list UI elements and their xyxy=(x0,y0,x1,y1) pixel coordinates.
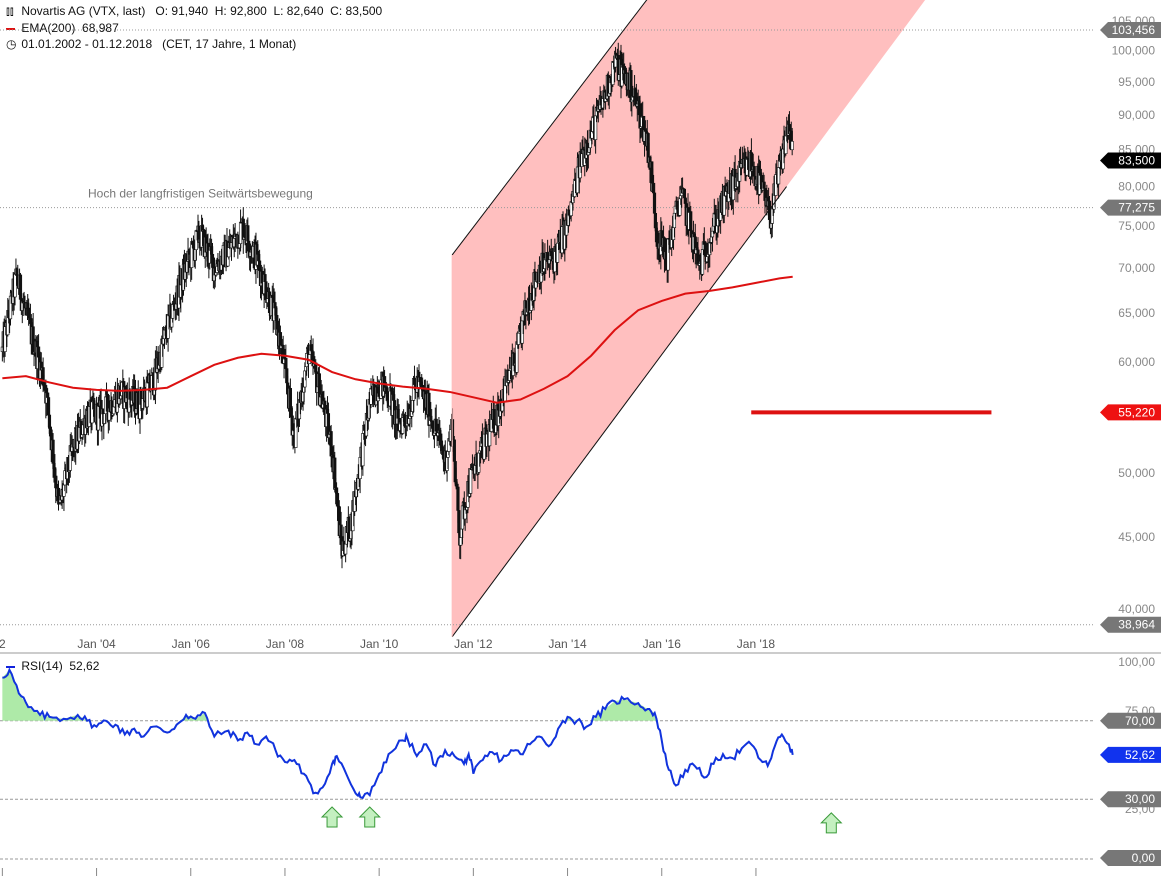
rsi-overbought-fill xyxy=(2,669,88,721)
price-tick-label: 90,000 xyxy=(1118,108,1155,122)
candle-body xyxy=(344,543,348,555)
price-tick-label: 50,000 xyxy=(1118,466,1155,480)
date-tick-label: Jan '06 xyxy=(172,637,211,651)
candlestick-icon: ⫾⫾ xyxy=(6,4,14,18)
price-tag: 38,964 xyxy=(1118,618,1155,632)
date-tick-label: 2 xyxy=(0,637,6,651)
rsi-overbought-fill xyxy=(180,712,209,721)
legend-rsi-line: RSI(14) 52,62 xyxy=(6,659,99,673)
price-tick-label: 40,000 xyxy=(1118,602,1155,616)
lines-layer xyxy=(2,0,992,638)
candle-body xyxy=(389,387,393,392)
rsi-line-icon xyxy=(6,665,15,668)
clock-icon: ◷ xyxy=(6,37,17,51)
price-tag-bg xyxy=(1100,616,1161,633)
rsi-level-tag: 70,00 xyxy=(1125,714,1155,728)
rsi-level-tag: 30,00 xyxy=(1125,792,1155,806)
candle-body xyxy=(145,381,149,408)
rsi-last-tag-bg xyxy=(1100,746,1161,763)
ema-value: 68,987 xyxy=(82,21,119,35)
candle-body xyxy=(112,406,116,415)
annotation-text: Hoch der langfristigen Seitwärtsbewegung xyxy=(88,187,313,201)
price-tick-label: 80,000 xyxy=(1118,180,1155,194)
date-tick-label: Jan '14 xyxy=(548,637,587,651)
candle-body xyxy=(51,439,55,464)
axes-layer: 40,00045,00050,00055,00060,00065,00070,0… xyxy=(0,14,1161,876)
price-tick-label: 75,000 xyxy=(1118,219,1155,233)
up-arrow-icon xyxy=(320,806,344,828)
rsi-label: RSI(14) xyxy=(21,659,63,673)
rsi-layer xyxy=(0,667,1095,860)
candle-body xyxy=(434,418,438,432)
candle-body xyxy=(517,332,521,345)
legend-period-line: ◷ 01.01.2002 - 01.12.2018 (CET, 17 Jahre… xyxy=(6,37,296,51)
candle-body xyxy=(689,211,693,231)
rsi-level-tag: 0,00 xyxy=(1132,851,1156,865)
channel-shade-layer xyxy=(452,0,926,637)
rsi-level-tag-bg xyxy=(1100,712,1161,729)
legend-instrument-line: ⫾⫾ Novartis AG (VTX, last) O: 91,940 H: … xyxy=(6,4,382,19)
date-tick-label: Jan '10 xyxy=(360,637,399,651)
grid-layer xyxy=(0,29,1161,654)
ema-line xyxy=(2,275,793,404)
price-tag-bg xyxy=(1100,152,1161,169)
candle-body xyxy=(418,377,422,383)
channel-lower-line xyxy=(451,186,787,638)
candles-layer xyxy=(0,42,794,569)
price-tick-label: 95,000 xyxy=(1118,75,1155,89)
price-tick-label: 60,000 xyxy=(1118,355,1155,369)
rsi-level-tag-bg xyxy=(1100,791,1161,808)
date-tick-label: Jan '12 xyxy=(454,637,493,651)
up-arrow-icon xyxy=(358,806,381,828)
candle-body xyxy=(412,378,417,385)
period-range: 01.01.2002 - 01.12.2018 xyxy=(21,37,153,51)
up-arrow-icon xyxy=(820,812,843,834)
date-tick-label: Jan '08 xyxy=(266,637,305,651)
date-tick-label: Jan '18 xyxy=(737,637,776,651)
period-info: (CET, 17 Jahre, 1 Monat) xyxy=(162,37,297,51)
candle-body xyxy=(46,397,51,416)
candle-body xyxy=(13,274,17,298)
ohlc-values: O: 91,940 H: 92,800 L: 82,640 C: 83,500 xyxy=(155,4,383,18)
candle-body xyxy=(653,213,658,229)
price-tag: 77,275 xyxy=(1118,201,1155,215)
price-tag: 83,500 xyxy=(1118,153,1155,167)
candle-body xyxy=(675,200,679,210)
rsi-value: 52,62 xyxy=(69,659,100,673)
channel-shade xyxy=(452,0,926,637)
candle-body xyxy=(469,468,473,494)
candle-body xyxy=(273,302,277,309)
rsi-last-tag: 52,62 xyxy=(1125,748,1155,762)
channel-upper-line xyxy=(451,0,648,256)
candle-body xyxy=(459,537,463,546)
price-tick-label: 45,000 xyxy=(1118,530,1155,544)
date-tick-label: Jan '04 xyxy=(77,637,116,651)
rsi-overbought-fill xyxy=(592,699,657,721)
rsi-level-tag-bg xyxy=(1100,850,1161,866)
price-tag-bg xyxy=(1100,21,1161,38)
price-tick-label: 65,000 xyxy=(1118,306,1155,320)
candle-body xyxy=(776,167,781,185)
ema-label: EMA(200) xyxy=(21,21,76,35)
candle-body xyxy=(210,253,215,259)
candle-body xyxy=(790,141,794,151)
candle-body xyxy=(238,221,243,244)
price-tag: 103,456 xyxy=(1112,23,1156,37)
rsi-line xyxy=(2,667,794,800)
candle-body xyxy=(47,414,52,428)
price-tick-label: 100,000 xyxy=(1112,44,1156,58)
rsi-tick-label: 100,00 xyxy=(1118,655,1155,669)
legend-ema-line: EMA(200) 68,987 xyxy=(6,21,119,35)
price-tag-bg xyxy=(1100,199,1161,216)
price-tag: 55,220 xyxy=(1118,405,1155,419)
price-tick-label: 70,000 xyxy=(1118,261,1155,275)
date-tick-label: Jan '16 xyxy=(643,637,682,651)
ema-line-icon xyxy=(6,27,15,30)
instrument-name: Novartis AG (VTX, last) xyxy=(21,4,146,18)
candle-body xyxy=(456,486,460,511)
price-tag-bg xyxy=(1100,404,1161,421)
